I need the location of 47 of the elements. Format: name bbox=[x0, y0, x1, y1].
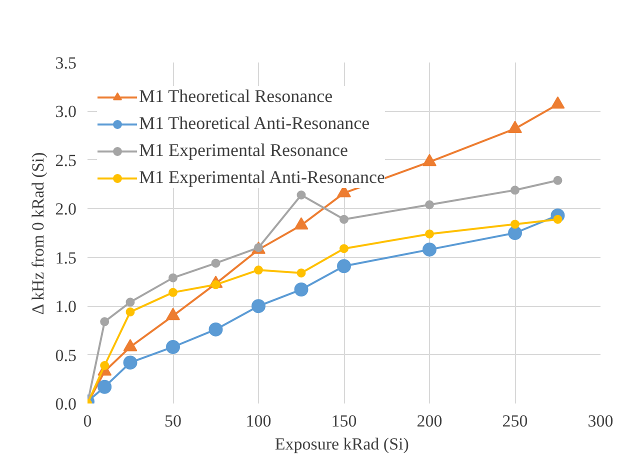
point bbox=[208, 322, 223, 336]
point bbox=[123, 356, 138, 370]
x-tick-label: 200 bbox=[416, 412, 442, 430]
point bbox=[294, 282, 308, 296]
point bbox=[425, 229, 434, 238]
point bbox=[168, 273, 178, 282]
y-tick-label: 1.0 bbox=[55, 297, 76, 316]
point bbox=[126, 298, 135, 307]
x-tick-label: 0 bbox=[83, 412, 92, 430]
point bbox=[340, 214, 348, 224]
x-tick-label: 50 bbox=[164, 412, 182, 430]
point bbox=[510, 220, 520, 229]
y-tick-label: 2.0 bbox=[55, 200, 76, 219]
point bbox=[296, 268, 306, 278]
point bbox=[126, 307, 135, 316]
point bbox=[100, 317, 110, 326]
y-tick-label: 3.0 bbox=[55, 102, 76, 122]
y-tick-label: 0.0 bbox=[55, 394, 76, 414]
point bbox=[168, 288, 178, 297]
point bbox=[254, 266, 263, 275]
point bbox=[422, 242, 436, 257]
x-tick-label: 250 bbox=[502, 412, 528, 430]
point bbox=[252, 299, 266, 314]
point bbox=[166, 340, 180, 354]
point bbox=[296, 190, 306, 200]
legend-label: M1 Theoretical Anti-Resonance bbox=[139, 113, 370, 134]
legend-label: M1 Experimental Anti-Resonance bbox=[139, 167, 385, 188]
point bbox=[337, 259, 351, 274]
point bbox=[553, 176, 562, 185]
x-tick-label: 150 bbox=[331, 412, 357, 430]
y-axis-title: Δ kHz from 0 kRad (Si) bbox=[28, 152, 48, 315]
point bbox=[340, 244, 348, 254]
point bbox=[98, 380, 112, 394]
x-tick-label: 100 bbox=[246, 412, 272, 430]
y-tick-label: 3.5 bbox=[55, 54, 76, 72]
legend-label: M1 Experimental Resonance bbox=[139, 140, 348, 161]
y-tick-label: 0.5 bbox=[55, 346, 76, 365]
point bbox=[211, 258, 220, 268]
y-tick-label: 2.5 bbox=[55, 150, 76, 170]
point bbox=[425, 200, 434, 210]
x-tick-label: 300 bbox=[588, 412, 614, 430]
legend-label: M1 Theoretical Resonance bbox=[139, 86, 333, 107]
y-tick-label: 1.5 bbox=[55, 248, 76, 268]
x-axis-title: Exposure kRad (Si) bbox=[274, 434, 409, 454]
point bbox=[100, 361, 110, 370]
point bbox=[508, 226, 522, 240]
point bbox=[510, 186, 520, 195]
